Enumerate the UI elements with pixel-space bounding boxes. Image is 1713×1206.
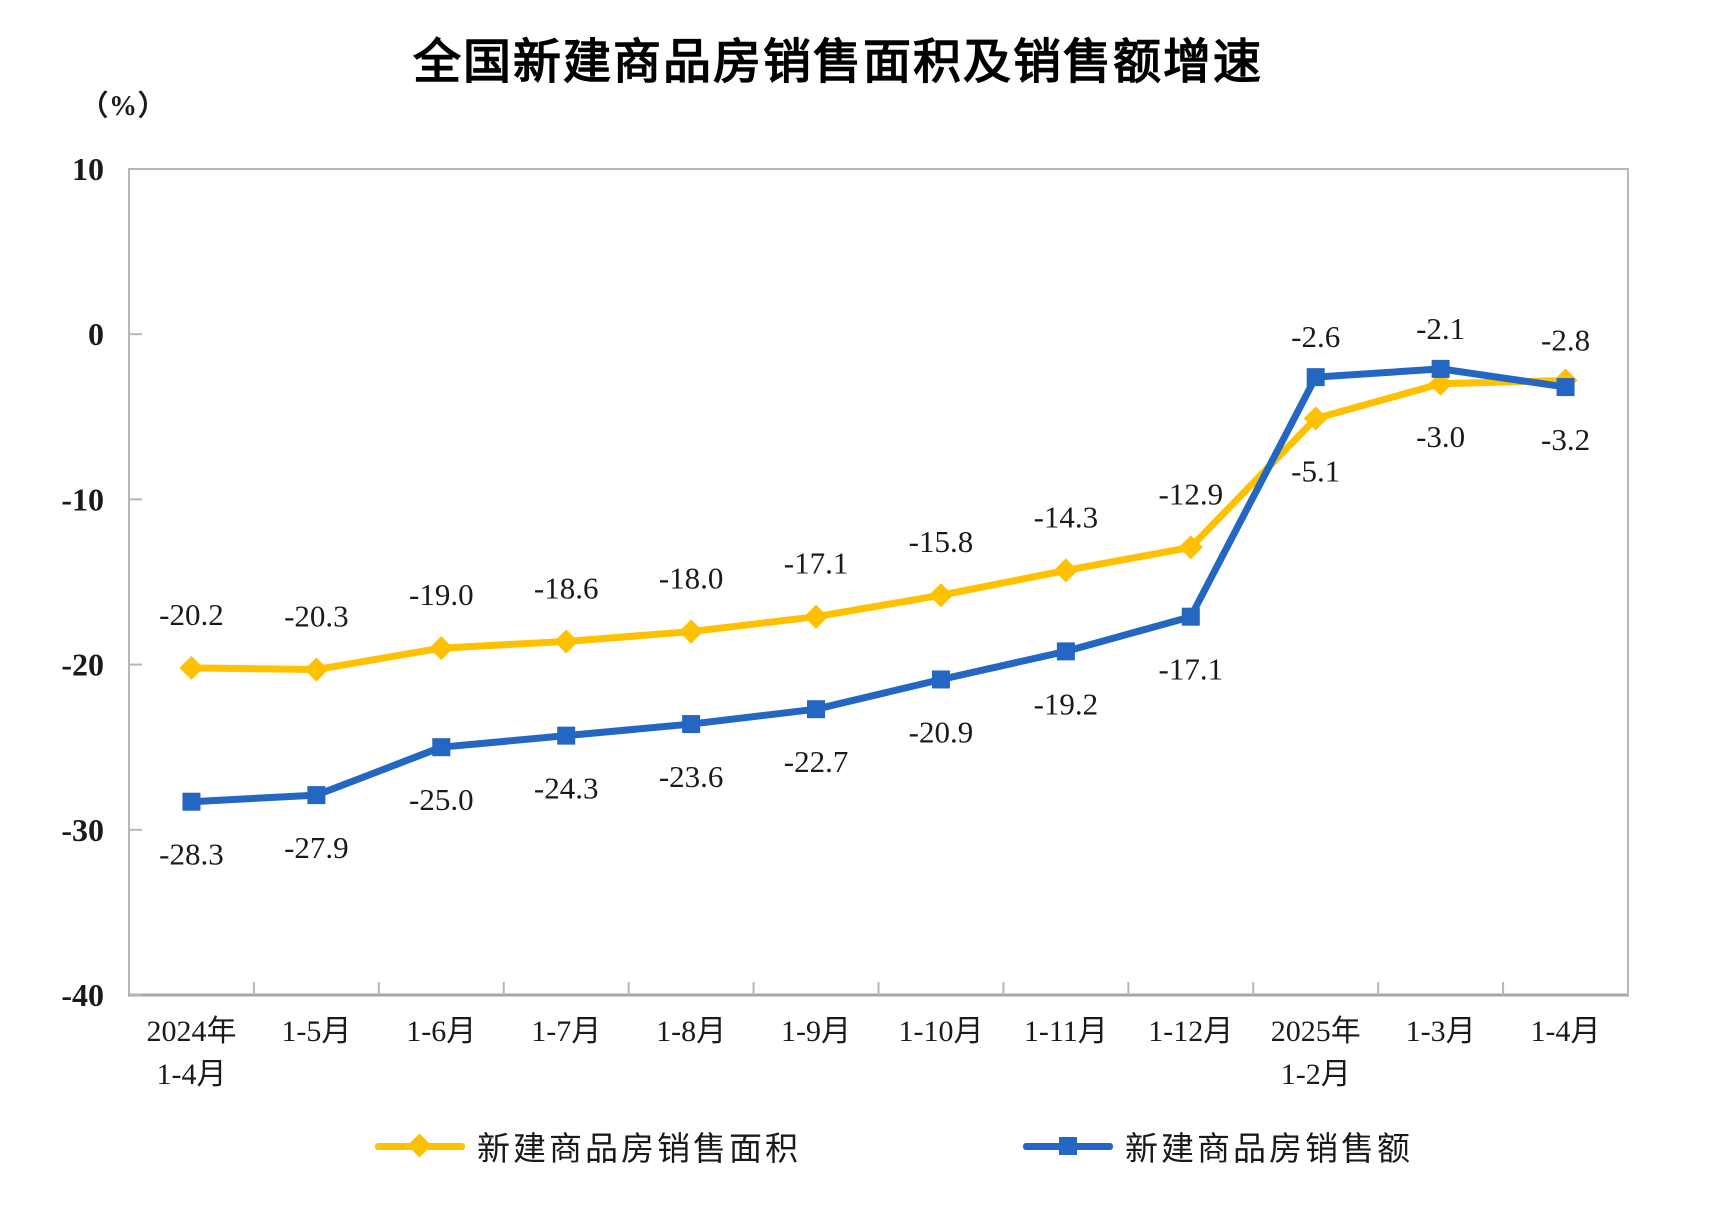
- data-label-series-1-point-0: -28.3: [159, 837, 224, 872]
- data-label-series-0-point-11: -2.8: [1541, 322, 1590, 357]
- series-0-marker-5: [804, 604, 829, 629]
- data-label-series-1-point-1: -27.9: [284, 830, 349, 865]
- series-1-marker-11: [1556, 378, 1575, 397]
- series-line-1: [187, 365, 1570, 806]
- series-1-marker-10: [1431, 359, 1450, 378]
- data-label-series-0-point-5: -17.1: [784, 546, 849, 581]
- series-1-marker-4: [682, 715, 701, 734]
- x-axis-label: 1-8月: [656, 1015, 726, 1048]
- y-axis-tick-label: -30: [61, 812, 104, 848]
- legend-label-sales-amount: 新建商品房销售额: [1125, 1132, 1413, 1168]
- legend-label-sales-area: 新建商品房销售面积: [477, 1132, 801, 1168]
- y-axis-tick-label: 10: [72, 151, 104, 187]
- data-label-series-1-point-7: -19.2: [1034, 686, 1099, 721]
- x-axis-label: 1-5月: [281, 1015, 351, 1048]
- sales-amount-legend-sample: [1023, 1133, 1113, 1159]
- data-label-series-0-point-7: -14.3: [1034, 499, 1099, 534]
- y-axis-tick-label: -10: [61, 481, 104, 517]
- x-axis-label: 2025年 1-2月: [1271, 1015, 1361, 1091]
- legend: 新建商品房销售面积 新建商品房销售额: [375, 1122, 1413, 1170]
- y-axis-tick-label: -20: [61, 647, 104, 683]
- data-label-series-1-point-2: -25.0: [409, 782, 474, 817]
- data-label-series-0-point-2: -19.0: [409, 577, 474, 612]
- series-1-marker-6: [931, 670, 950, 689]
- series-1-marker-5: [807, 700, 826, 719]
- x-axis-label: 1-9月: [781, 1015, 851, 1048]
- series-0-marker-0: [179, 655, 204, 680]
- x-axis-label: 1-11月: [1024, 1015, 1108, 1048]
- series-1-marker-9: [1306, 368, 1325, 387]
- series-1-marker-7: [1056, 642, 1075, 661]
- series-0-marker-7: [1053, 558, 1078, 583]
- series-1-marker-0: [182, 792, 201, 811]
- data-label-series-1-point-11: -3.2: [1541, 422, 1590, 457]
- legend-item-sales-area: 新建商品房销售面积: [375, 1122, 801, 1170]
- data-label-series-0-point-10: -3.0: [1416, 419, 1465, 454]
- x-axis-label: 1-12月: [1148, 1015, 1233, 1048]
- data-label-series-1-point-4: -23.6: [659, 759, 724, 794]
- data-label-series-1-point-10: -2.1: [1416, 311, 1465, 346]
- series-1-marker-2: [432, 738, 451, 757]
- y-axis-tick-label: 0: [88, 316, 104, 352]
- data-label-series-0-point-6: -15.8: [909, 524, 974, 559]
- series-line-0: [187, 376, 1570, 674]
- data-label-series-0-point-0: -20.2: [159, 597, 224, 632]
- legend-item-sales-amount: 新建商品房销售额: [1023, 1122, 1413, 1170]
- y-axis-tick-label: -40: [61, 977, 104, 1013]
- series-1-marker-8: [1181, 607, 1200, 626]
- series-1-marker-3: [557, 726, 576, 745]
- series-0-marker-9: [1303, 406, 1328, 431]
- series-0-marker-4: [679, 619, 704, 644]
- series-0-marker-1: [304, 657, 329, 682]
- data-label-series-1-point-8: -17.1: [1159, 652, 1224, 687]
- x-axis-label: 1-3月: [1406, 1015, 1476, 1048]
- data-label-series-1-point-5: -22.7: [784, 744, 849, 779]
- series-1-marker-1: [307, 786, 326, 805]
- data-label-series-1-point-3: -24.3: [534, 771, 599, 806]
- series-0-marker-3: [554, 629, 579, 654]
- data-label-series-0-point-1: -20.3: [284, 599, 349, 634]
- x-axis-label: 1-7月: [531, 1015, 601, 1048]
- x-axis-label: 1-10月: [898, 1015, 983, 1048]
- data-label-series-0-point-4: -18.0: [659, 561, 724, 596]
- chart-title: 全国新建商品房销售面积及销售额增速: [412, 36, 1263, 89]
- data-label-series-1-point-6: -20.9: [909, 714, 974, 749]
- diamond-marker-icon: [407, 1133, 432, 1158]
- sales-area-legend-sample: [375, 1133, 465, 1159]
- data-label-series-0-point-9: -5.1: [1291, 453, 1340, 488]
- x-axis-label: 2024年 1-4月: [146, 1015, 236, 1091]
- square-marker-icon: [1059, 1137, 1077, 1155]
- data-label-series-0-point-8: -12.9: [1159, 476, 1224, 511]
- plot-area-border: [128, 168, 1629, 996]
- series-0-marker-8: [1178, 535, 1203, 560]
- x-axis-label: 1-6月: [406, 1015, 476, 1048]
- series-0-marker-2: [429, 636, 454, 661]
- series-0-marker-6: [928, 583, 953, 608]
- y-axis-unit-label: （%）: [80, 91, 168, 122]
- data-label-series-0-point-3: -18.6: [534, 570, 599, 605]
- data-label-series-1-point-9: -2.6: [1291, 319, 1340, 354]
- x-axis-label: 1-4月: [1531, 1015, 1601, 1048]
